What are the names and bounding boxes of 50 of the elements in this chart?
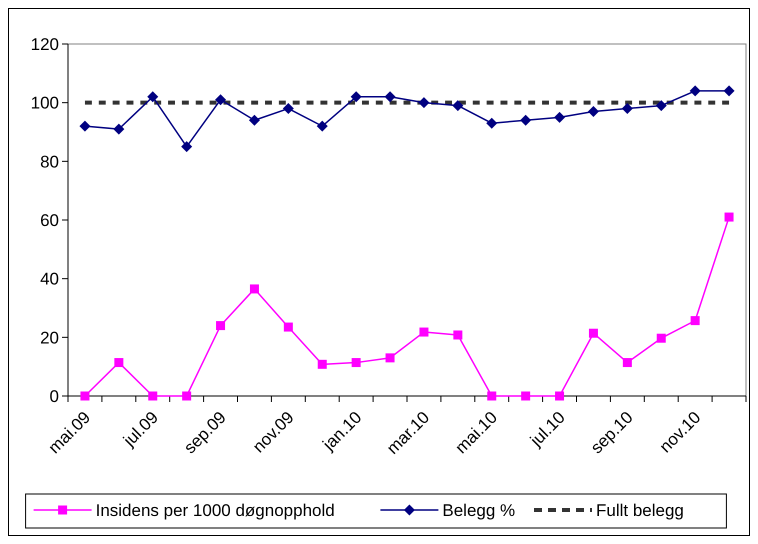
point	[147, 91, 158, 102]
point	[181, 141, 192, 152]
point	[113, 124, 124, 135]
point	[216, 321, 226, 330]
y-tick-label: 60	[40, 210, 59, 230]
legend-label: Insidens per 1000 døgnopphold	[96, 500, 335, 520]
y-tick-label: 0	[50, 386, 59, 406]
point	[453, 330, 462, 340]
point	[487, 392, 496, 400]
point	[521, 392, 530, 400]
point	[724, 85, 735, 96]
point	[418, 97, 430, 108]
point	[318, 360, 327, 369]
point	[622, 103, 633, 114]
y-tick-label: 80	[40, 152, 59, 172]
point	[248, 114, 260, 126]
point	[215, 94, 226, 106]
point	[284, 322, 293, 332]
legend-label: Fullt belegg	[596, 500, 684, 520]
point	[350, 91, 362, 102]
point	[520, 114, 532, 126]
point	[588, 106, 599, 117]
point	[352, 358, 361, 368]
legend-label: Belegg %	[442, 500, 516, 520]
point	[182, 392, 192, 400]
point	[384, 91, 396, 102]
point	[250, 284, 259, 294]
point	[486, 118, 498, 129]
point	[79, 120, 90, 132]
point	[588, 328, 598, 338]
point	[656, 100, 667, 112]
point	[80, 392, 90, 400]
point	[690, 316, 700, 326]
point	[690, 85, 701, 96]
point	[452, 100, 464, 112]
y-tick-label: 100	[30, 94, 59, 113]
y-tick-label: 20	[40, 328, 59, 348]
point	[114, 358, 124, 368]
point	[282, 103, 294, 114]
point	[316, 120, 328, 132]
point	[386, 353, 395, 362]
y-tick-label: 40	[40, 270, 59, 289]
point	[724, 212, 734, 222]
point	[148, 392, 158, 400]
point	[622, 358, 632, 368]
y-tick-label: 120	[30, 34, 59, 54]
point	[656, 334, 666, 343]
point	[419, 328, 428, 337]
point	[554, 112, 566, 123]
point	[555, 392, 564, 400]
